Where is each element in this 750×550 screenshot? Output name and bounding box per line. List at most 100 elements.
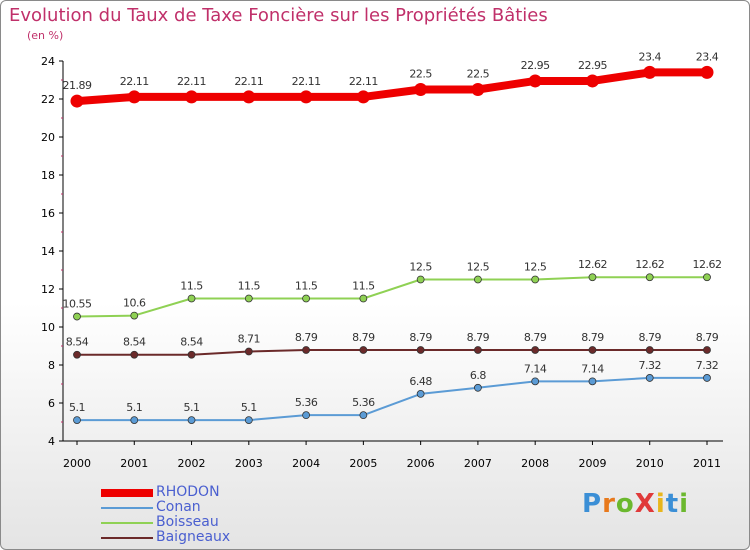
series-line-conan <box>76 376 708 422</box>
data-label-baigneaux: 8.79 <box>467 331 490 344</box>
data-point-conan <box>359 411 368 420</box>
x-tick-label: 2009 <box>578 457 606 470</box>
data-point-boisseau <box>531 275 540 284</box>
data-label-boisseau: 10.6 <box>123 297 146 310</box>
legend-item-baigneaux: Baigneaux <box>101 529 321 546</box>
data-label-rhodon: 22.5 <box>467 68 490 81</box>
data-point-conan <box>73 416 81 425</box>
data-label-boisseau: 11.5 <box>238 280 261 293</box>
data-point-baigneaux <box>531 346 540 354</box>
x-tick-label: 2006 <box>407 457 435 470</box>
x-tick-label: 2008 <box>521 457 549 470</box>
x-tick-label: 2005 <box>349 457 377 470</box>
data-label-boisseau: 12.5 <box>524 261 547 274</box>
series-line-rhodon <box>73 68 711 106</box>
data-point-rhodon <box>471 83 485 96</box>
logo-letter: t <box>665 489 680 519</box>
data-point-rhodon <box>70 94 84 108</box>
data-label-boisseau: 12.62 <box>693 258 722 271</box>
x-tick-label: 2001 <box>120 457 148 470</box>
data-point-conan <box>531 377 540 386</box>
y-tick-label: 14 <box>41 245 55 258</box>
data-label-rhodon: 22.11 <box>292 75 321 88</box>
legend-item-boisseau: Boisseau <box>101 514 321 531</box>
data-label-baigneaux: 8.54 <box>123 336 146 349</box>
data-label-boisseau: 11.5 <box>295 280 318 293</box>
data-label-conan: 7.32 <box>696 359 719 372</box>
data-point-conan <box>588 377 597 386</box>
data-label-rhodon: 22.11 <box>120 75 149 88</box>
proxiti-logo: ProXiti <box>582 489 689 519</box>
y-tick-label: 12 <box>41 283 55 296</box>
data-label-baigneaux: 8.79 <box>696 331 719 344</box>
legend-swatch-baigneaux <box>101 537 153 539</box>
data-point-boisseau <box>474 275 482 284</box>
data-point-baigneaux <box>73 350 81 359</box>
data-label-rhodon: 23.4 <box>638 50 661 63</box>
data-label-boisseau: 11.5 <box>180 280 203 293</box>
data-label-boisseau: 12.62 <box>635 258 664 271</box>
data-point-rhodon <box>585 74 599 88</box>
y-tick-label: 22 <box>41 93 55 106</box>
data-point-conan <box>244 416 253 425</box>
data-point-rhodon <box>700 65 714 79</box>
legend-swatch-rhodon <box>101 489 153 497</box>
data-label-rhodon: 21.89 <box>63 79 92 92</box>
legend-label-baigneaux: Baigneaux <box>156 529 231 545</box>
data-point-rhodon <box>127 90 141 104</box>
data-label-conan: 6.48 <box>409 375 432 388</box>
data-point-baigneaux <box>359 346 368 354</box>
data-point-baigneaux <box>703 346 711 354</box>
data-label-baigneaux: 8.54 <box>180 336 203 349</box>
legend-item-rhodon: RHODON <box>101 484 321 501</box>
data-label-conan: 7.14 <box>581 362 604 375</box>
data-point-boisseau <box>302 294 310 303</box>
data-point-baigneaux <box>416 346 425 354</box>
data-label-boisseau: 12.5 <box>409 261 432 274</box>
y-tick-label: 20 <box>41 131 55 144</box>
data-label-baigneaux: 8.71 <box>238 333 261 346</box>
data-point-rhodon <box>242 90 256 104</box>
data-point-rhodon <box>414 83 428 96</box>
x-tick-label: 2004 <box>292 457 320 470</box>
x-tick-label: 2000 <box>63 457 91 470</box>
logo-letter: r <box>602 489 616 519</box>
data-point-rhodon <box>643 65 657 79</box>
legend-swatch-boisseau <box>101 522 153 524</box>
data-point-boisseau <box>130 311 139 320</box>
x-tick-label: 2007 <box>464 457 492 470</box>
y-tick-label: 16 <box>41 207 55 220</box>
data-point-baigneaux <box>244 347 253 356</box>
data-point-conan <box>645 374 654 382</box>
data-label-conan: 5.36 <box>295 396 318 409</box>
data-point-boisseau <box>416 275 425 284</box>
logo-letter: X <box>634 489 656 519</box>
series-line-baigneaux <box>76 348 708 356</box>
data-label-boisseau: 10.55 <box>63 298 92 311</box>
data-point-boisseau <box>645 273 654 282</box>
y-tick-label: 10 <box>41 321 55 334</box>
data-point-baigneaux <box>588 346 597 354</box>
y-tick-label: 6 <box>48 397 55 410</box>
legend-label-boisseau: Boisseau <box>156 514 219 530</box>
data-point-baigneaux <box>130 350 139 359</box>
x-tick-label: 2002 <box>178 457 206 470</box>
data-point-boisseau <box>73 312 81 321</box>
chart-title: Evolution du Taux de Taxe Foncière sur l… <box>9 5 548 26</box>
data-label-rhodon: 22.11 <box>234 75 263 88</box>
data-label-rhodon: 22.95 <box>578 59 607 72</box>
logo-letter: P <box>582 489 603 519</box>
data-label-conan: 5.36 <box>352 396 375 409</box>
data-label-rhodon: 22.11 <box>349 75 378 88</box>
logo-letter: o <box>615 489 635 519</box>
logo-letter: i <box>679 489 690 519</box>
data-point-boisseau <box>187 294 196 303</box>
legend-swatch-conan <box>101 507 153 509</box>
data-point-conan <box>416 389 425 398</box>
legend-label-conan: Conan <box>156 499 201 515</box>
data-label-rhodon: 22.11 <box>177 75 206 88</box>
data-point-baigneaux <box>187 350 196 359</box>
data-point-baigneaux <box>645 346 654 354</box>
